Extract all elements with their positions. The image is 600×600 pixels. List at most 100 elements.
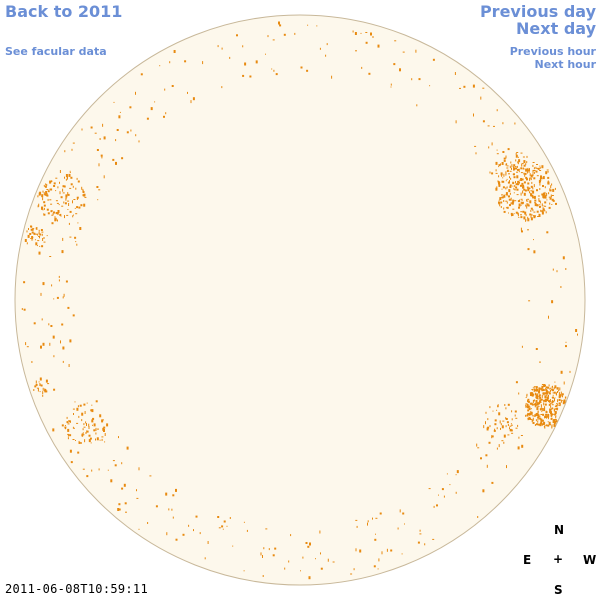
facula-dot xyxy=(352,30,354,33)
back-to-year-link[interactable]: Back to 2011 xyxy=(5,2,123,21)
next-hour-link[interactable]: Next hour xyxy=(534,58,597,71)
facula-dot xyxy=(541,165,544,169)
facula-dot xyxy=(512,182,515,185)
facula-dot xyxy=(42,209,44,211)
facula-dot xyxy=(500,423,502,426)
facula-dot xyxy=(501,194,503,196)
facula-dot xyxy=(361,66,363,69)
facula-dot xyxy=(520,172,523,174)
facula-dot xyxy=(530,418,533,420)
facula-dot xyxy=(54,218,57,222)
facula-dot xyxy=(454,72,456,75)
facula-dot xyxy=(66,174,68,178)
facula-dot xyxy=(267,35,269,38)
facula-dot xyxy=(513,213,515,215)
facula-dot xyxy=(390,83,392,86)
facula-dot xyxy=(545,411,548,414)
facula-dot xyxy=(545,389,548,393)
facula-dot xyxy=(501,188,503,190)
facula-dot xyxy=(511,214,514,216)
facula-dot xyxy=(529,177,531,180)
facula-dot xyxy=(53,211,55,214)
facula-dot xyxy=(72,185,74,188)
facula-dot xyxy=(46,184,48,186)
facula-dot xyxy=(54,216,56,220)
facula-dot xyxy=(547,421,549,423)
facula-dot xyxy=(540,414,543,415)
facula-dot xyxy=(552,396,554,399)
facula-dot xyxy=(121,462,123,465)
facula-dot xyxy=(550,389,551,392)
facula-dot xyxy=(487,418,489,421)
facula-dot xyxy=(91,469,93,472)
facula-dot xyxy=(533,167,535,170)
facula-dot xyxy=(126,446,129,450)
facula-dot xyxy=(56,296,59,299)
facula-dot xyxy=(104,433,106,436)
facula-dot xyxy=(531,213,533,216)
next-day-link[interactable]: Next day xyxy=(516,19,596,38)
facula-dot xyxy=(501,197,503,199)
facula-dot xyxy=(553,387,555,390)
facula-dot xyxy=(58,204,60,206)
previous-day-link[interactable]: Previous day xyxy=(479,2,596,21)
facula-dot xyxy=(45,390,48,393)
facula-dot xyxy=(172,494,175,497)
facula-dot xyxy=(515,167,517,170)
facula-dot xyxy=(394,40,397,42)
facula-dot xyxy=(526,170,528,174)
facula-dot xyxy=(528,416,531,420)
facula-dot xyxy=(89,437,92,440)
facula-dot xyxy=(147,522,149,524)
facula-dot xyxy=(536,397,539,399)
facula-dot xyxy=(546,424,548,427)
facula-dot xyxy=(102,123,104,127)
facula-dot xyxy=(67,200,70,202)
facula-dot xyxy=(74,401,76,403)
facula-dot xyxy=(525,176,528,179)
facula-dot xyxy=(39,245,41,247)
facula-dot xyxy=(173,50,176,53)
facula-dot xyxy=(35,233,38,235)
facula-dot xyxy=(533,215,534,217)
facula-dot xyxy=(92,417,95,420)
facula-dot xyxy=(43,237,45,239)
facula-dot xyxy=(553,422,555,425)
facula-dot xyxy=(554,381,556,383)
facula-dot xyxy=(502,151,505,153)
facula-dot xyxy=(70,176,73,179)
facula-dot xyxy=(549,387,551,390)
facula-dot xyxy=(569,370,571,373)
facula-dot xyxy=(326,43,328,46)
facula-dot xyxy=(41,245,44,248)
facula-dot xyxy=(327,558,329,562)
facula-dot xyxy=(521,182,524,185)
facula-dot xyxy=(538,180,540,183)
facula-dot xyxy=(136,489,137,492)
facula-dot xyxy=(46,208,49,211)
facula-dot xyxy=(45,191,48,194)
see-facular-data-link[interactable]: See facular data xyxy=(5,45,107,58)
facula-dot xyxy=(543,406,545,408)
facula-dot xyxy=(99,138,101,140)
previous-hour-link[interactable]: Previous hour xyxy=(509,45,596,58)
facula-dot xyxy=(518,392,520,395)
facula-dot xyxy=(39,233,42,236)
facula-dot xyxy=(526,161,528,164)
facula-dot xyxy=(429,85,431,87)
facula-dot xyxy=(562,256,565,260)
facula-dot xyxy=(42,238,44,241)
facula-dot xyxy=(81,419,83,422)
facula-dot xyxy=(65,280,68,283)
facula-dot xyxy=(242,45,244,48)
facula-dot xyxy=(516,165,518,168)
facula-dot xyxy=(530,209,532,212)
facula-dot xyxy=(113,101,115,103)
facula-dot xyxy=(544,417,546,419)
facula-dot xyxy=(221,525,224,528)
facula-dot xyxy=(360,32,362,34)
facula-dot xyxy=(325,54,327,57)
facula-dot xyxy=(39,377,42,381)
facula-dot xyxy=(514,185,516,187)
facula-dot xyxy=(542,194,545,198)
